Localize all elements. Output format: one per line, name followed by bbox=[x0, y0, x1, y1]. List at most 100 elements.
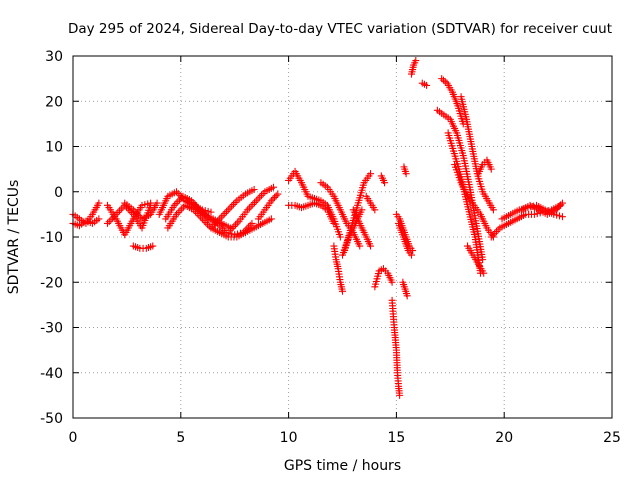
y-tick-label: 20 bbox=[45, 94, 63, 110]
series-arc-h4 bbox=[400, 163, 410, 178]
x-tick-label: 20 bbox=[495, 430, 513, 446]
y-tick-label: 10 bbox=[45, 140, 63, 156]
data-point bbox=[254, 195, 262, 203]
y-tick-label: -40 bbox=[40, 366, 63, 382]
data-point bbox=[339, 287, 346, 295]
series-arc-i4 bbox=[444, 129, 484, 277]
data-point bbox=[388, 278, 396, 286]
x-tick-label: 10 bbox=[280, 430, 298, 446]
data-point bbox=[228, 224, 236, 232]
data-point bbox=[412, 57, 420, 65]
data-point bbox=[438, 75, 446, 83]
series-arc-h2 bbox=[395, 219, 415, 259]
data-point bbox=[492, 228, 500, 236]
data-point bbox=[272, 192, 280, 200]
series-arc-j3 bbox=[517, 199, 566, 218]
data-point bbox=[103, 219, 111, 227]
data-point bbox=[172, 200, 180, 208]
data-point bbox=[367, 242, 375, 250]
x-tick-label: 5 bbox=[176, 430, 185, 446]
series-arc-e2 bbox=[226, 183, 278, 234]
data-point bbox=[95, 199, 103, 207]
series-arc-i1 bbox=[418, 79, 431, 89]
series-arc-j1 bbox=[487, 201, 564, 241]
data-point bbox=[552, 206, 560, 214]
data-point bbox=[269, 195, 277, 203]
series-arc-g2 bbox=[371, 265, 396, 291]
data-point bbox=[274, 190, 282, 198]
data-point bbox=[270, 183, 278, 191]
x-tick-label: 15 bbox=[387, 430, 405, 446]
series-arc-i2 bbox=[433, 106, 487, 264]
data-point bbox=[247, 202, 255, 210]
data-point bbox=[95, 215, 103, 223]
data-point bbox=[557, 201, 565, 209]
chart-title: Day 295 of 2024, Sidereal Day-to-day VTE… bbox=[68, 21, 612, 37]
data-point bbox=[487, 165, 495, 173]
data-point bbox=[356, 242, 364, 250]
data-point bbox=[402, 170, 410, 178]
data-point bbox=[204, 220, 212, 228]
data-point bbox=[407, 251, 415, 259]
data-point bbox=[330, 219, 338, 227]
data-point bbox=[223, 208, 231, 216]
data-point bbox=[489, 206, 497, 214]
series-arc-f4 bbox=[317, 179, 364, 250]
data-point bbox=[252, 197, 260, 205]
series-arc-i8 bbox=[474, 156, 495, 178]
series-arc-c bbox=[129, 242, 157, 252]
data-point bbox=[219, 211, 227, 219]
data-point bbox=[439, 76, 447, 84]
data-point bbox=[256, 193, 264, 201]
data-point bbox=[245, 204, 253, 212]
data-point bbox=[403, 292, 411, 300]
series-arc-e1 bbox=[207, 185, 258, 232]
series-arc-g1 bbox=[362, 192, 379, 214]
series-arc-i7 bbox=[464, 242, 488, 277]
data-point bbox=[174, 209, 182, 217]
series-arc-i5 bbox=[457, 93, 497, 214]
data-point bbox=[480, 269, 488, 277]
series-arc-f7 bbox=[339, 206, 366, 259]
data-point bbox=[257, 191, 265, 199]
data-point bbox=[271, 193, 279, 201]
data-point bbox=[441, 78, 449, 86]
data-point bbox=[176, 207, 184, 215]
data-point bbox=[228, 202, 236, 210]
data-point bbox=[231, 199, 239, 207]
data-point bbox=[423, 81, 431, 89]
plot-frame bbox=[72, 55, 613, 419]
data-point bbox=[381, 179, 389, 187]
series-arc-h5 bbox=[407, 57, 420, 78]
data-point bbox=[554, 204, 562, 212]
data-point bbox=[147, 199, 155, 207]
series-arc-g4 bbox=[377, 172, 389, 187]
data-point bbox=[230, 223, 238, 231]
x-axis-label: GPS time / hours bbox=[284, 458, 401, 474]
data-point bbox=[221, 209, 229, 217]
series-arc-g3 bbox=[388, 296, 404, 399]
x-tick-label: 25 bbox=[603, 430, 621, 446]
axes: 0 5 10 15 20 25 -50 -40 -30 -20 -10 0 10 20 30 bbox=[40, 49, 621, 446]
data-point bbox=[358, 206, 366, 214]
data-point bbox=[114, 209, 122, 217]
data-point bbox=[105, 218, 113, 226]
series-arc-i6 bbox=[451, 161, 497, 241]
data-point bbox=[153, 199, 161, 207]
data-point bbox=[117, 205, 125, 213]
data-point bbox=[371, 206, 379, 214]
data-point bbox=[267, 197, 275, 205]
data-point bbox=[226, 204, 234, 212]
y-tick-label: 0 bbox=[54, 185, 63, 201]
series-arc-f2 bbox=[285, 199, 338, 227]
y-tick-label: -20 bbox=[40, 275, 63, 291]
data-point bbox=[251, 199, 259, 207]
series-arc-b3 bbox=[121, 199, 161, 223]
data-point bbox=[555, 202, 563, 210]
series-arc-e3 bbox=[254, 190, 282, 223]
y-tick-label: -10 bbox=[40, 230, 63, 246]
x-tick-label: 0 bbox=[69, 430, 78, 446]
y-axis-label: SDTVAR / TECUs bbox=[6, 180, 22, 295]
series-arc-h3 bbox=[399, 278, 411, 300]
